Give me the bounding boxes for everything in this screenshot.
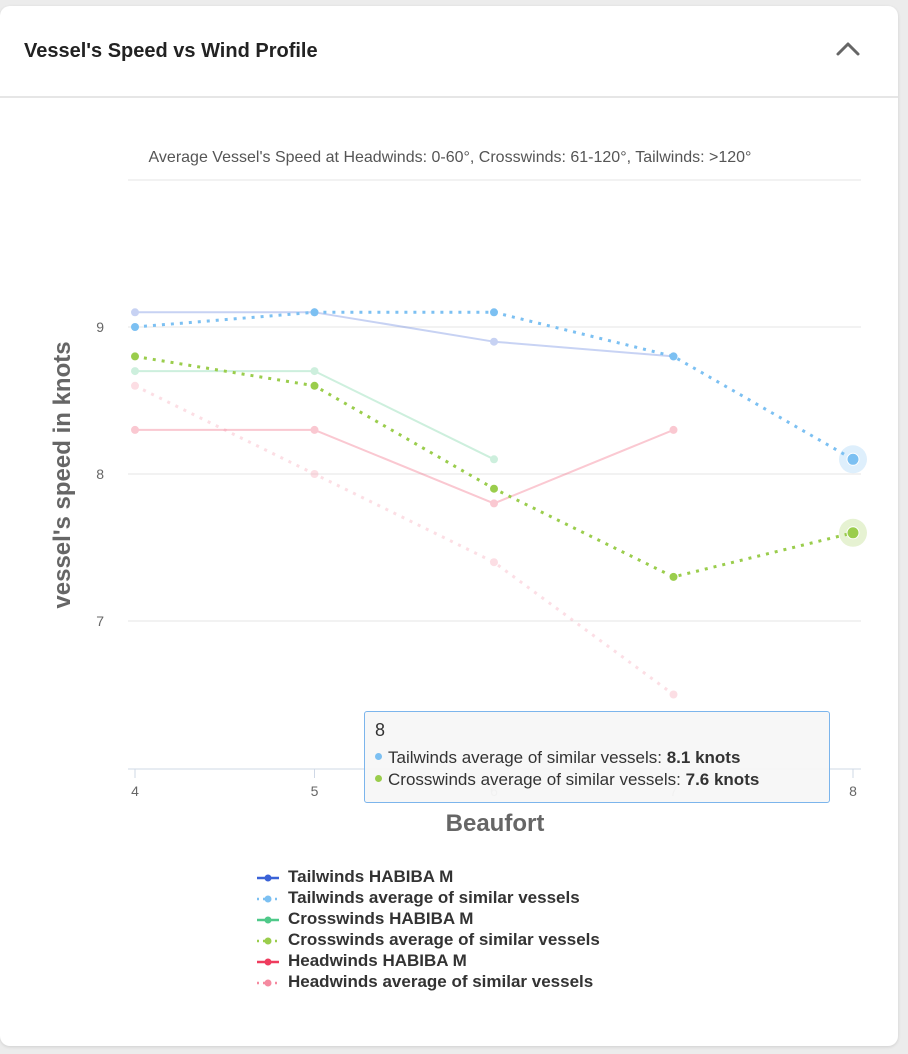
legend-dot [264,958,272,965]
series-line [135,311,674,358]
y-axis-ticks: 7 8 9 [96,319,104,629]
legend-item[interactable]: Crosswinds HABIBA M [256,908,600,929]
legend-dot [264,979,272,986]
legend-dot [264,916,272,923]
data-point [490,308,498,317]
data-point [131,381,139,390]
data-point [131,425,139,434]
legend-symbol [256,913,280,925]
legend-symbol [256,955,280,967]
series-2 [131,367,498,464]
data-point [131,323,139,331]
tooltip-label: Tailwinds average of similar vessels: [388,748,667,767]
x-axis-title: Beaufort [446,810,545,837]
data-point [490,337,498,346]
legend-label: Tailwinds average of similar vessels [288,887,580,907]
legend-marker-icon [257,979,279,986]
series-4 [131,425,678,508]
legend-label: Crosswinds HABIBA M [288,908,474,928]
hover-marker [846,452,860,466]
data-point [490,455,498,464]
tooltip-series-dot [375,775,382,783]
x-tick-label: 8 [849,783,857,799]
grid-lines [128,179,861,770]
legend-item[interactable]: Headwinds HABIBA M [256,950,600,971]
legend-symbol [256,976,280,988]
chart-card: Vessel's Speed vs Wind Profile [0,6,898,1046]
data-point [669,425,678,434]
data-point [131,352,139,361]
data-point [669,690,678,699]
series-3 [131,352,857,581]
series-line [134,354,854,579]
collapse-button[interactable] [830,34,866,66]
card-title: Vessel's Speed vs Wind Profile [24,40,318,62]
series-line [134,310,854,461]
series-line [135,370,495,461]
data-point [310,470,319,478]
card-header: Vessel's Speed vs Wind Profile [0,6,898,98]
legend-dot [264,895,272,902]
tooltip-label: Crosswinds average of similar vessels: [388,770,686,789]
series-1 [131,308,857,464]
series-5 [131,381,678,699]
legend-dot [264,874,272,881]
data-point [310,381,319,390]
data-point [669,352,678,361]
legend-label: Headwinds average of similar vessels [288,971,594,991]
legend-symbol [256,934,280,946]
legend-label: Crosswinds average of similar vessels [288,929,600,949]
data-point [310,367,319,376]
legend-marker-icon [257,874,279,881]
tooltip-value: 7.6 knots [685,770,760,789]
legend-item[interactable]: Tailwinds average of similar vessels [256,887,600,908]
data-point [490,558,498,567]
chevron-up-icon [836,42,860,56]
legend-marker-icon [257,916,279,923]
chart-tooltip: 8 Tailwinds average of similar vessels: … [364,711,830,803]
data-point [490,499,498,508]
legend-symbol [256,871,280,883]
series-0 [131,308,678,361]
y-tick-label: 7 [96,613,104,629]
series-line [134,384,675,696]
legend-label: Headwinds HABIBA M [288,950,467,970]
tooltip-series-dot [375,753,382,761]
x-tick-label: 4 [131,783,139,799]
legend-item[interactable]: Tailwinds HABIBA M [256,866,600,887]
data-point [669,572,678,581]
tooltip-row: Tailwinds average of similar vessels: 8.… [375,747,819,769]
legend-symbol [256,892,280,904]
data-point [131,308,139,317]
legend-item[interactable]: Crosswinds average of similar vessels [256,929,600,950]
data-point [310,425,319,434]
legend-marker-icon [257,958,279,965]
series-line [135,428,674,505]
hover-highlight-layer [839,445,867,547]
series-layer [131,308,857,699]
chart-subtitle: Average Vessel's Speed at Headwinds: 0-6… [149,149,752,166]
tooltip-value: 8.1 knots [666,748,741,767]
tooltip-row: Crosswinds average of similar vessels: 7… [375,769,819,791]
legend-label: Tailwinds HABIBA M [288,866,454,886]
legend-dot [264,937,272,944]
y-tick-label: 8 [96,466,104,482]
legend-item[interactable]: Headwinds average of similar vessels [256,971,600,992]
x-tick-label: 5 [311,783,319,799]
data-point [310,308,319,317]
hover-marker [846,526,860,540]
tooltip-header: 8 [375,720,386,740]
data-point [490,484,498,493]
data-point [131,367,139,376]
chart-legend: Tailwinds HABIBA M Tailwinds average of … [256,866,600,992]
legend-marker-icon [257,895,279,902]
y-tick-label: 9 [96,319,104,335]
legend-marker-icon [257,937,279,944]
y-axis-title: vessel's speed in knots [49,341,76,608]
